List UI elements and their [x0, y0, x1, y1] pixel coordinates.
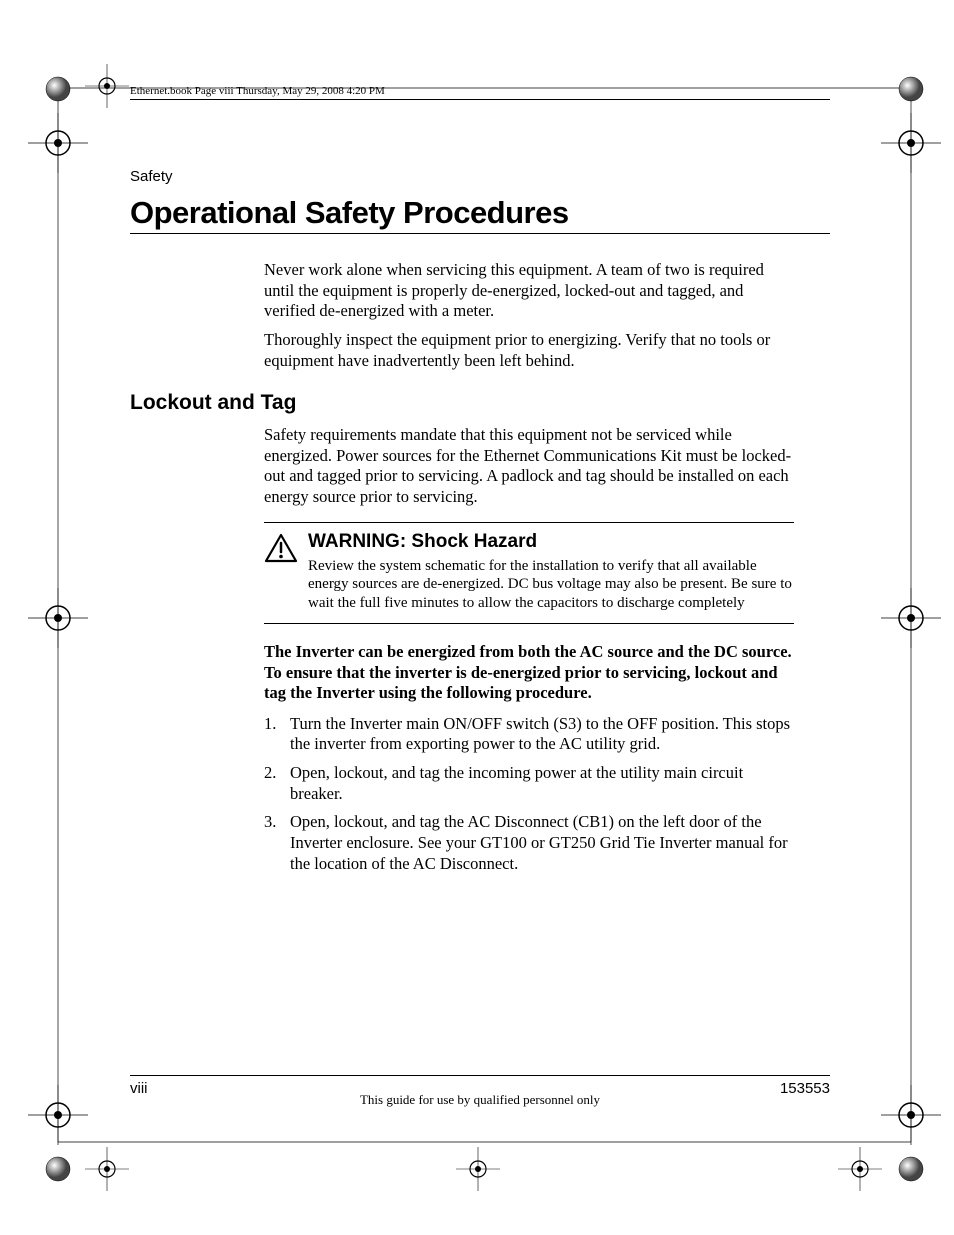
- warning-text: Review the system schematic for the inst…: [308, 557, 798, 613]
- list-item: 2. Open, lockout, and tag the incoming p…: [264, 763, 794, 804]
- list-body: Turn the Inverter main ON/OFF switch (S3…: [290, 714, 794, 755]
- list-num: 3.: [264, 812, 290, 874]
- para-3: Safety requirements mandate that this eq…: [264, 425, 794, 508]
- lockout-block: Safety requirements mandate that this eq…: [264, 425, 794, 508]
- list-num: 1.: [264, 714, 290, 755]
- list-body: Open, lockout, and tag the incoming powe…: [290, 763, 794, 804]
- list-item: 3. Open, lockout, and tag the AC Disconn…: [264, 812, 794, 874]
- page-content: Ethernet.book Page viii Thursday, May 29…: [130, 85, 830, 882]
- regmark-small-1: [85, 64, 129, 108]
- regmark-cross-tl: [28, 113, 88, 173]
- section-label: Safety: [130, 168, 830, 185]
- warning-rule-bottom: [264, 623, 794, 624]
- regmark-small-2: [85, 1147, 129, 1191]
- main-heading: Operational Safety Procedures: [130, 195, 830, 234]
- page-footer: viii 153553 This guide for use by qualif…: [130, 1075, 830, 1080]
- regmark-small-4: [838, 1147, 882, 1191]
- para-2: Thoroughly inspect the equipment prior t…: [264, 330, 794, 371]
- footer-center-text: This guide for use by qualified personne…: [130, 1092, 830, 1108]
- warning-triangle-icon: [264, 533, 300, 568]
- warning-title: WARNING: Shock Hazard: [308, 531, 798, 553]
- bold-intro: The Inverter can be energized from both …: [264, 642, 794, 704]
- procedure-list: 1. Turn the Inverter main ON/OFF switch …: [264, 714, 794, 874]
- sub-heading-lockout: Lockout and Tag: [130, 391, 830, 415]
- regmark-sphere-tr: [897, 75, 925, 103]
- regmark-cross-tr: [881, 113, 941, 173]
- list-item: 1. Turn the Inverter main ON/OFF switch …: [264, 714, 794, 755]
- page-header-line: Ethernet.book Page viii Thursday, May 29…: [130, 85, 830, 100]
- para-1: Never work alone when servicing this equ…: [264, 260, 794, 322]
- regmark-small-3: [456, 1147, 500, 1191]
- regmark-cross-ml: [28, 588, 88, 648]
- regmark-cross-bl: [28, 1085, 88, 1145]
- warning-box: WARNING: Shock Hazard Review the system …: [264, 531, 824, 613]
- intro-block: Never work alone when servicing this equ…: [264, 260, 794, 371]
- warning-rule-top: [264, 522, 794, 523]
- list-num: 2.: [264, 763, 290, 804]
- list-body: Open, lockout, and tag the AC Disconnect…: [290, 812, 794, 874]
- regmark-sphere-bl: [44, 1155, 72, 1183]
- regmark-sphere-tl: [44, 75, 72, 103]
- regmark-sphere-br: [897, 1155, 925, 1183]
- regmark-cross-mr: [881, 588, 941, 648]
- procedure-block: The Inverter can be energized from both …: [264, 642, 794, 874]
- regmark-cross-br: [881, 1085, 941, 1145]
